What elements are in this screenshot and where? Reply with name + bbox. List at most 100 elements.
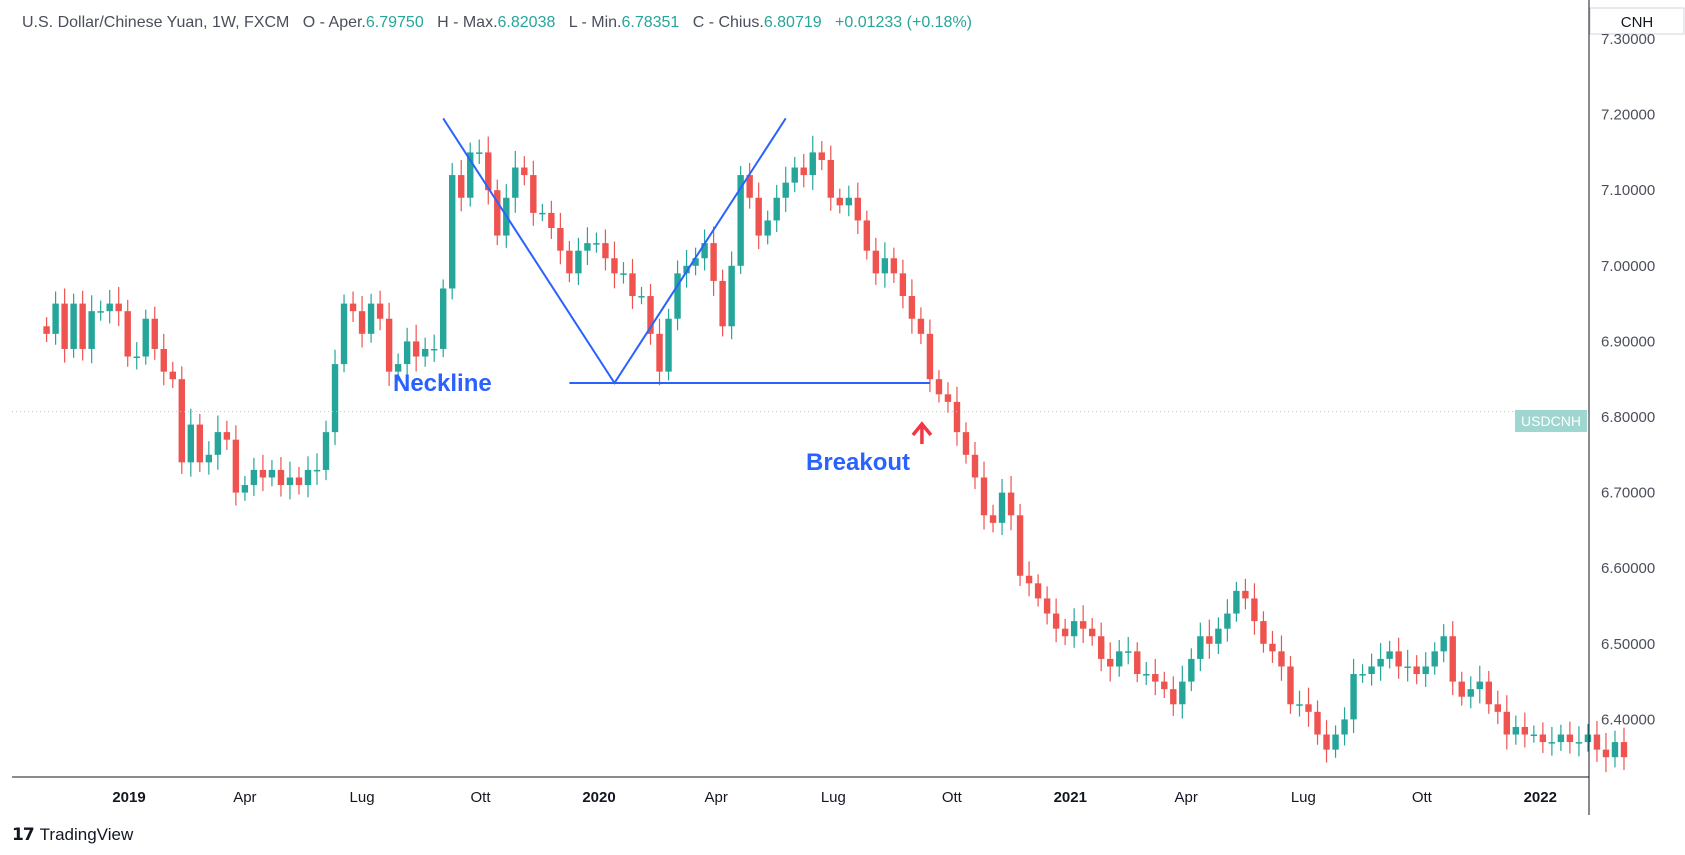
candle-body (530, 175, 537, 213)
candle (1206, 619, 1213, 659)
candle-body (953, 401, 961, 433)
candle (1260, 611, 1267, 653)
candle (43, 317, 50, 343)
candle (331, 349, 339, 446)
candle-body (1341, 719, 1348, 735)
candle (79, 290, 86, 361)
open-value: 6.79750 (365, 14, 424, 31)
candle (52, 291, 59, 345)
candle-body (1061, 628, 1069, 637)
candle-body (1251, 598, 1258, 622)
candle (313, 453, 321, 485)
candle-body (1125, 651, 1132, 653)
candle (863, 210, 871, 260)
candle (584, 227, 591, 265)
candle-body (1458, 681, 1465, 697)
time-axis[interactable]: 2019 Apr Lug Ott 2020 Apr Lug Ott 2021 Apr Lug Ott 2… (112, 789, 1557, 806)
candle-body (674, 273, 681, 319)
candle (142, 309, 149, 365)
candle (1476, 665, 1483, 704)
candle (728, 251, 735, 340)
candle (1097, 622, 1105, 672)
candle (908, 279, 916, 334)
candle (367, 293, 375, 343)
candle-body (629, 273, 636, 297)
candle (250, 457, 258, 496)
candle-body (1323, 734, 1330, 750)
candle-body (1350, 674, 1357, 720)
candle (304, 456, 312, 498)
candle (620, 262, 627, 284)
candle-body (818, 152, 825, 160)
candle (124, 299, 131, 367)
candle (1593, 720, 1601, 762)
candle-body (710, 243, 717, 281)
candle-body (1467, 689, 1474, 697)
candle (1332, 725, 1339, 758)
candle-body (1233, 590, 1240, 614)
candle-body (827, 159, 834, 198)
candle-body (1242, 590, 1249, 599)
candle (1323, 720, 1330, 763)
candle (629, 258, 636, 309)
candle-body (881, 258, 889, 274)
candle (1458, 671, 1465, 706)
candle-body (1539, 734, 1547, 743)
candle-body (512, 167, 519, 198)
candle (1052, 598, 1060, 643)
candle-body (403, 341, 411, 365)
candle (926, 319, 934, 393)
candle (1296, 690, 1303, 717)
candle-body (1440, 636, 1447, 652)
candle (286, 461, 294, 500)
candle (1341, 707, 1348, 746)
candle (881, 242, 889, 288)
candle-body (313, 469, 321, 472)
candle (1359, 664, 1366, 683)
candle (1548, 726, 1556, 756)
price-tick-label: 6.60000 (1601, 560, 1655, 577)
candle-body (1016, 515, 1024, 576)
candle-body (692, 258, 699, 266)
candle-body (376, 303, 384, 319)
candle-body (1557, 734, 1565, 743)
candle (1179, 665, 1186, 719)
price-tick-label: 6.40000 (1601, 711, 1655, 728)
candle (935, 370, 943, 403)
candle (430, 334, 438, 362)
tradingview-brand[interactable]: 17 TradingView (12, 825, 133, 845)
candle-body (133, 356, 140, 359)
candle (1161, 671, 1168, 699)
high-label: H - Max. (437, 14, 498, 31)
candle (917, 307, 925, 345)
candle (1043, 586, 1051, 625)
candle (1278, 635, 1285, 681)
candle (1620, 727, 1628, 771)
candle-body (557, 228, 564, 251)
candle (764, 210, 771, 245)
candle-body (485, 152, 492, 191)
currency-box[interactable] (1589, 7, 1685, 35)
candle (773, 184, 780, 233)
candle-body (340, 303, 348, 365)
candle-body (1530, 734, 1538, 737)
candle (1287, 655, 1294, 714)
candle-body (764, 220, 771, 236)
candle-body (575, 250, 582, 274)
candle-body (602, 243, 609, 259)
candle-body (737, 175, 744, 266)
candle (971, 441, 979, 490)
price-axis[interactable]: 7.30000 7.20000 7.10000 7.00000 6.90000 6.800… (1601, 31, 1655, 728)
candle (485, 136, 492, 205)
candle (196, 413, 204, 472)
candle-body (1368, 666, 1375, 675)
candle-body (1296, 704, 1303, 706)
candle (980, 461, 988, 530)
price-tick-label: 7.10000 (1601, 182, 1655, 199)
candle (1350, 658, 1357, 734)
candle-body (1197, 636, 1204, 659)
candle (259, 454, 267, 492)
candle-body (899, 273, 907, 297)
candle-body (1269, 643, 1276, 652)
